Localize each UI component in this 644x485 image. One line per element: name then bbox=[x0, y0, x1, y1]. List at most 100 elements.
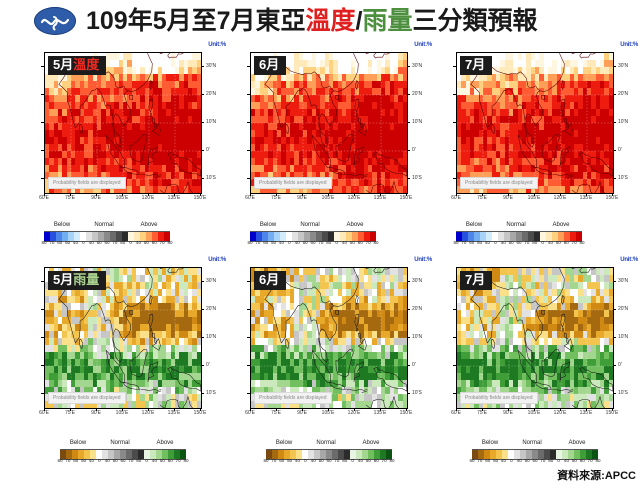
colorbar-tick-label: 60 bbox=[326, 458, 332, 463]
colorbar-heading-below: Below bbox=[69, 440, 87, 446]
colorbar-tick-label: 60 bbox=[310, 240, 316, 245]
y-axis-tick bbox=[247, 66, 250, 67]
x-axis-tick bbox=[560, 193, 561, 196]
colorbar-swatch bbox=[576, 231, 582, 242]
y-axis-left-ticks bbox=[438, 267, 456, 407]
x-axis-tick bbox=[586, 193, 587, 196]
colorbar-swatch bbox=[152, 231, 158, 242]
colorbar-tick-label: 80 bbox=[469, 458, 475, 463]
colorbar-tick-label: 50 bbox=[571, 458, 577, 463]
colorbar-swatch bbox=[108, 449, 114, 460]
colorbar-swatch bbox=[522, 231, 528, 242]
colorbar-swatch bbox=[538, 449, 544, 460]
x-axis-tick bbox=[380, 408, 381, 411]
colorbar-swatch bbox=[472, 449, 478, 460]
colorbar-tick-label: 60 bbox=[563, 240, 569, 245]
forecast-panel-rain-jul[interactable]: Unit:% 7月 Probability fields are displayed… bbox=[438, 257, 638, 422]
x-axis-tick-label: 90'E bbox=[503, 195, 513, 201]
y-axis-tick-label: 30'N bbox=[412, 63, 423, 69]
x-axis-tick-label: 120'E bbox=[141, 410, 155, 416]
colorbar-tick-label: 50 bbox=[365, 458, 371, 463]
colorbar-swatch bbox=[146, 231, 152, 242]
colorbar-swatch bbox=[74, 231, 80, 242]
colorbar-swatch bbox=[570, 231, 576, 242]
colorbar-tick-label: 80 bbox=[373, 240, 379, 245]
colorbar-tick-label: 50 bbox=[349, 240, 355, 245]
colorbar-tick-label: 40 bbox=[310, 458, 316, 463]
colorbar-tick-label: 50 bbox=[524, 458, 530, 463]
colorbar-tick-labels: 80 70 60 50 40 0 40 50 60 70 80 0 40 50 60 70 80 bbox=[57, 458, 189, 466]
panel-month-label: 7月 bbox=[460, 271, 493, 290]
colorbar-swatch bbox=[278, 449, 284, 460]
colorbar-swatch bbox=[110, 231, 116, 242]
unit-label: Unit:% bbox=[208, 257, 226, 263]
colorbar-heading-below: Below bbox=[481, 440, 499, 446]
panel-month-label: 6月 bbox=[254, 271, 287, 290]
forecast-panel-temp-jun[interactable]: Unit:% 6月 Probability fields are displayed… bbox=[232, 42, 432, 207]
map-plot-area[interactable]: 6月 Probability fields are displayed bbox=[250, 52, 408, 194]
colorbar-tick-label: 80 bbox=[183, 458, 189, 463]
colorbar-tick-label: 70 bbox=[255, 240, 261, 245]
map-plot-area[interactable]: 6月 Probability fields are displayed bbox=[250, 267, 408, 409]
colorbar-swatch bbox=[44, 231, 50, 242]
colorbar-tick-label: 60 bbox=[485, 458, 491, 463]
y-axis-tick-label: 20'N bbox=[206, 91, 217, 97]
x-axis: 60'E 75'E 90'E 105'E 120'E 135'E 150'E bbox=[39, 408, 206, 420]
x-axis: 60'E 75'E 90'E 105'E 120'E 135'E 150'E bbox=[245, 408, 412, 420]
x-axis-tick bbox=[302, 193, 303, 196]
colorbar-tick-label: 40 bbox=[88, 240, 94, 245]
colorbar-tick-labels: 80 70 60 50 40 0 40 50 60 70 80 0 40 50 60 70 80 bbox=[41, 240, 172, 248]
colorbar-swatch bbox=[62, 231, 68, 242]
colorbar-swatch bbox=[114, 449, 120, 460]
forecast-panel-rain-may[interactable]: Unit:% 5月雨量 Probability fields are display… bbox=[26, 257, 226, 422]
panel-month-text: 6月 bbox=[259, 272, 280, 287]
colorbar-swatch bbox=[526, 449, 532, 460]
colorbar-tick-label: 80 bbox=[595, 458, 601, 463]
colorbar-swatch bbox=[468, 231, 474, 242]
colorbar-tick-label: 80 bbox=[136, 458, 142, 463]
map-plot-area[interactable]: 5月溫度 Probability fields are displayed bbox=[44, 52, 202, 194]
colorbar-rainfall-0: Below Normal Above 80 70 60 50 40 0 40 50 60 70 80 0 40… bbox=[57, 440, 189, 466]
forecast-panel-temp-may[interactable]: Unit:% 5月溫度 Probability fields are display… bbox=[26, 42, 226, 207]
forecast-panel-temp-jul[interactable]: Unit:% 7月 Probability fields are displayed… bbox=[438, 42, 638, 207]
colorbar-heading-normal: Normal bbox=[506, 222, 526, 228]
colorbar-headings: Below Normal Above bbox=[472, 440, 598, 449]
x-axis-tick-label: 135'E bbox=[373, 195, 387, 201]
y-axis-tick-label: 10'N bbox=[412, 334, 423, 340]
colorbar-tick-labels: 80 70 60 50 40 0 40 50 60 70 80 0 40 50 60 70 80 bbox=[453, 240, 584, 248]
colorbar-tick-label: 40 bbox=[547, 240, 554, 245]
x-axis-tick bbox=[482, 408, 483, 411]
y-axis-tick bbox=[41, 281, 44, 282]
colorbar-swatch bbox=[528, 231, 534, 242]
colorbar-tick-label: 40 bbox=[135, 240, 142, 245]
colorbar-tick-label: 70 bbox=[540, 458, 546, 463]
x-axis-tick-label: 75'E bbox=[65, 410, 75, 416]
y-axis-tick bbox=[613, 150, 616, 151]
map-plot-area[interactable]: 7月 Probability fields are displayed bbox=[456, 52, 614, 194]
probability-note: Probability fields are displayed bbox=[254, 392, 332, 404]
panel-month-text: 7月 bbox=[465, 272, 486, 287]
y-axis-tick bbox=[247, 337, 250, 338]
probability-note: Probability fields are displayed bbox=[48, 177, 126, 189]
map-plot-area[interactable]: 5月雨量 Probability fields are displayed bbox=[44, 267, 202, 409]
x-axis-tick bbox=[148, 408, 149, 411]
colorbar-swatch bbox=[332, 449, 338, 460]
colorbar-swatch bbox=[158, 231, 164, 242]
forecast-panel-rain-jun[interactable]: Unit:% 6月 Probability fields are displayed… bbox=[232, 257, 432, 422]
y-axis-tick bbox=[41, 178, 44, 179]
colorbar-tick-label: 70 bbox=[159, 240, 165, 245]
y-axis-tick-label: 10'S bbox=[618, 390, 628, 396]
x-axis-tick-label: 90'E bbox=[297, 195, 307, 201]
map-plot-area[interactable]: 7月 Probability fields are displayed bbox=[456, 267, 614, 409]
colorbar-swatch bbox=[50, 231, 56, 242]
y-axis-tick bbox=[453, 122, 456, 123]
x-axis: 60'E 75'E 90'E 105'E 120'E 135'E 150'E bbox=[451, 408, 618, 420]
y-axis-tick bbox=[41, 309, 44, 310]
colorbar-tick-label: 50 bbox=[81, 458, 87, 463]
source-attribution: 資料來源:APCC bbox=[557, 470, 636, 482]
colorbar-swatch bbox=[310, 231, 316, 242]
colorbar-swatch bbox=[274, 231, 280, 242]
y-axis-tick-label: 20'N bbox=[618, 91, 629, 97]
colorbar-swatch bbox=[352, 231, 358, 242]
probability-raster bbox=[251, 53, 407, 193]
